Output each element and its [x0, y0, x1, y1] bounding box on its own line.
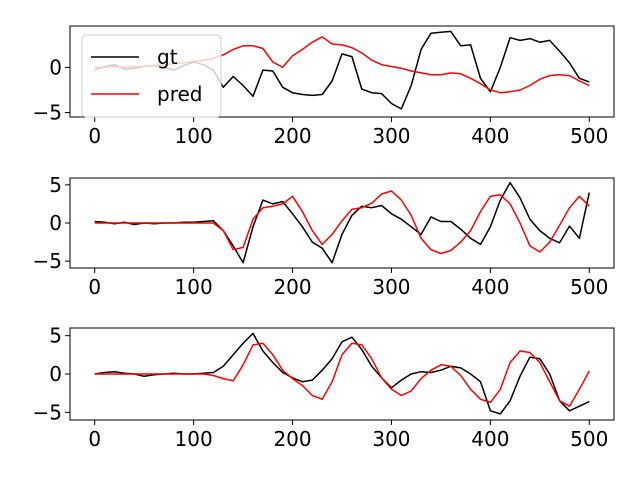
- y-tick-label: 0: [49, 211, 62, 235]
- x-tick-label: 200: [273, 124, 311, 148]
- x-tick-label: 500: [570, 427, 608, 451]
- y-tick-label: 0: [49, 55, 62, 79]
- x-tick-label: 500: [570, 124, 608, 148]
- x-tick-label: 400: [471, 427, 509, 451]
- x-tick-label: 100: [175, 275, 213, 299]
- legend: gt pred: [81, 34, 222, 118]
- x-tick-label: 100: [175, 124, 213, 148]
- y-tick-label: 5: [49, 324, 62, 348]
- y-tick-label: 5: [49, 173, 62, 197]
- y-tick-label: −5: [33, 400, 62, 424]
- x-tick-label: 0: [88, 275, 101, 299]
- x-tick-label: 400: [471, 124, 509, 148]
- y-tick-label: −5: [33, 249, 62, 273]
- x-tick-label: 300: [372, 275, 410, 299]
- y-tick-label: 0: [49, 362, 62, 386]
- x-tick-label: 200: [273, 427, 311, 451]
- subplot-2: 0 100 200 300 400 500 −5 0 5: [33, 173, 615, 299]
- legend-label-pred: pred: [157, 82, 202, 106]
- x-tick-label: 200: [273, 275, 311, 299]
- x-tick-label: 100: [175, 427, 213, 451]
- axes-frame: [69, 25, 615, 118]
- x-tick-label: 0: [88, 427, 101, 451]
- x-tick-label: 400: [471, 275, 509, 299]
- x-tick-label: 500: [570, 275, 608, 299]
- x-tick-label: 300: [372, 427, 410, 451]
- series-line-pred: [94, 342, 590, 407]
- x-tick-label: 0: [88, 124, 101, 148]
- subplot-3: 0 100 200 300 400 500 −5 0 5: [33, 324, 615, 451]
- legend-label-gt: gt: [157, 45, 178, 69]
- x-tick-label: 300: [372, 124, 410, 148]
- y-tick-label: −5: [33, 100, 62, 124]
- series-line-pred: [94, 190, 590, 255]
- legend-box: [81, 34, 222, 118]
- subplot-1: 0 100 200 300 400 500 −5 0 gt pred: [33, 25, 615, 148]
